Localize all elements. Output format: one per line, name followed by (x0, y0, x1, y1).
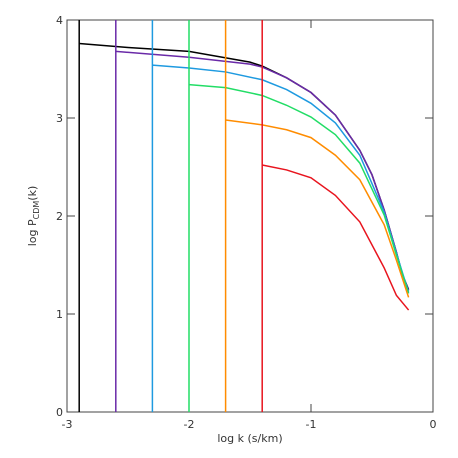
y-tick-label: 1 (56, 308, 63, 321)
y-tick-label: 0 (56, 406, 63, 419)
series-line (79, 42, 410, 290)
x-tick-label: -1 (306, 418, 317, 431)
y-label-sub: CDM (32, 201, 41, 220)
x-tick-label: 0 (430, 418, 437, 431)
y-axis-label: log PCDM(k) (26, 186, 41, 247)
series-line (262, 164, 410, 311)
series-line (225, 119, 410, 298)
plot-frame (66, 19, 434, 413)
y-tick-label: 3 (56, 112, 63, 125)
y-tick-label: 4 (56, 14, 63, 27)
series-line (152, 64, 410, 293)
y-label-end: (k) (26, 186, 39, 201)
x-tick-label: -3 (62, 418, 73, 431)
x-tick-label: -2 (184, 418, 195, 431)
y-tick-label: 2 (56, 210, 63, 223)
y-label-main: log P (26, 219, 39, 246)
x-axis-label: log k (s/km) (217, 432, 282, 445)
series-line (188, 83, 410, 294)
